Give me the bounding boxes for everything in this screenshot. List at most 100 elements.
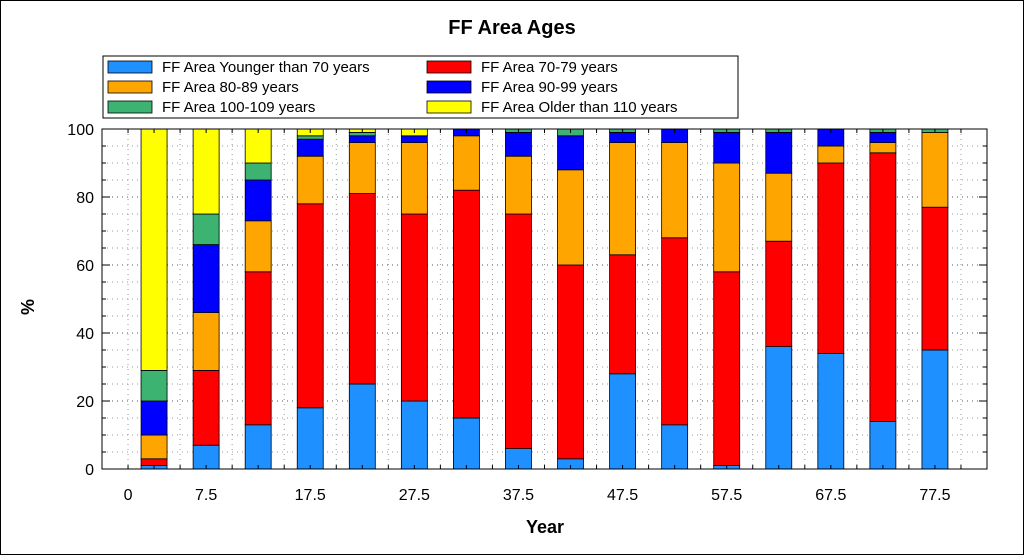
bar-stack bbox=[661, 128, 689, 470]
bar-segment bbox=[609, 142, 636, 256]
bar-stack bbox=[921, 128, 949, 470]
legend-label: FF Area 100-109 years bbox=[162, 99, 315, 116]
x-tick-label: 0 bbox=[124, 487, 133, 504]
bar-segment bbox=[244, 220, 272, 273]
bar-segment bbox=[400, 213, 428, 402]
bar-segment bbox=[453, 417, 480, 470]
bar-segment bbox=[505, 155, 532, 215]
bar-segment bbox=[296, 155, 324, 205]
legend-item: FF Area 90-99 years bbox=[426, 79, 618, 96]
bar-segment bbox=[192, 244, 220, 314]
bar-segment bbox=[557, 135, 584, 171]
bar-segment bbox=[192, 213, 220, 246]
legend-label: FF Area 70-79 years bbox=[481, 59, 618, 76]
legend-label: FF Area 80-89 years bbox=[162, 79, 299, 96]
bar-segment bbox=[869, 142, 897, 154]
bar-segment bbox=[765, 131, 793, 174]
y-tick-label: 40 bbox=[76, 326, 94, 343]
bar-segment bbox=[921, 349, 949, 470]
legend-label: FF Area Older than 110 years bbox=[481, 99, 678, 116]
x-axis-title: Year bbox=[526, 517, 564, 537]
bar-segment bbox=[609, 131, 636, 143]
legend-swatch bbox=[426, 100, 472, 114]
bar-segment bbox=[505, 213, 532, 450]
x-tick-label: 17.5 bbox=[295, 487, 326, 504]
bar-stack bbox=[140, 128, 168, 470]
bar-segment bbox=[765, 346, 793, 470]
bar-segment bbox=[713, 131, 741, 164]
legend-swatch bbox=[107, 60, 153, 74]
bar-segment bbox=[869, 131, 897, 143]
bar-segment bbox=[192, 128, 220, 215]
bar-segment bbox=[140, 128, 168, 371]
x-tick-label: 77.5 bbox=[919, 487, 950, 504]
bar-segment bbox=[296, 203, 324, 409]
bar-segment bbox=[140, 369, 168, 402]
x-tick-label: 57.5 bbox=[711, 487, 742, 504]
bar-stack bbox=[453, 128, 480, 470]
bar-segment bbox=[817, 162, 845, 354]
legend-item: FF Area 100-109 years bbox=[107, 99, 315, 116]
bar-segment bbox=[817, 145, 845, 164]
bar-segment bbox=[348, 193, 376, 385]
legend-box bbox=[102, 55, 739, 119]
bar-segment bbox=[400, 400, 428, 470]
bar-segment bbox=[453, 189, 480, 419]
bar-segment bbox=[400, 135, 428, 144]
y-tick-label: 60 bbox=[76, 258, 94, 275]
bar-segment bbox=[713, 162, 741, 273]
chart-title: FF Area Ages bbox=[448, 17, 575, 39]
bar-segment bbox=[244, 271, 272, 426]
bar-segment bbox=[296, 407, 324, 470]
bar-stack bbox=[296, 128, 324, 470]
x-tick-label: 27.5 bbox=[399, 487, 430, 504]
bar-stack bbox=[869, 128, 897, 470]
bar-segment bbox=[817, 352, 845, 470]
bar-segment bbox=[921, 206, 949, 351]
bar-segment bbox=[348, 142, 376, 195]
bar-segment bbox=[453, 135, 480, 191]
bar-segment bbox=[244, 162, 272, 181]
legend-swatch bbox=[107, 100, 153, 114]
legend-label: FF Area 90-99 years bbox=[481, 79, 618, 96]
legend-item: FF Area 80-89 years bbox=[107, 79, 299, 96]
bar-segment bbox=[348, 383, 376, 470]
bar-stack bbox=[713, 128, 741, 470]
bar-segment bbox=[400, 142, 428, 215]
bar-segment bbox=[661, 424, 689, 470]
bar-segment bbox=[192, 312, 220, 371]
bar-stack bbox=[192, 128, 220, 470]
bar-segment bbox=[296, 138, 324, 157]
bar-stack bbox=[557, 128, 584, 470]
bar-segment bbox=[765, 172, 793, 242]
y-tick-label: 100 bbox=[67, 122, 94, 139]
legend-swatch bbox=[107, 80, 153, 94]
y-tick-label: 0 bbox=[85, 462, 94, 479]
bar-stack bbox=[400, 128, 428, 470]
grid-lines bbox=[102, 128, 987, 469]
legend: FF Area Younger than 70 years FF Area 70-… bbox=[102, 55, 739, 119]
bar-segment bbox=[661, 237, 689, 426]
bar-segment bbox=[296, 135, 324, 140]
legend-label: FF Area Younger than 70 years bbox=[162, 59, 370, 76]
bars bbox=[140, 128, 949, 470]
bar-segment bbox=[244, 179, 272, 222]
bar-stack bbox=[609, 128, 636, 470]
y-tick-label: 80 bbox=[76, 190, 94, 207]
bar-segment bbox=[505, 131, 532, 157]
bar-segment bbox=[244, 128, 272, 164]
bar-segment bbox=[609, 373, 636, 470]
bar-segment bbox=[869, 420, 897, 470]
bar-segment bbox=[921, 131, 949, 208]
legend-swatch bbox=[426, 60, 472, 74]
x-tick-label: 47.5 bbox=[607, 487, 638, 504]
bar-stack bbox=[505, 128, 532, 470]
bar-segment bbox=[140, 458, 168, 466]
x-tick-label: 67.5 bbox=[815, 487, 846, 504]
bar-segment bbox=[661, 142, 689, 239]
legend-swatch bbox=[426, 80, 472, 94]
bar-segment bbox=[140, 434, 168, 460]
x-tick-label: 37.5 bbox=[503, 487, 534, 504]
legend-item: FF Area 70-79 years bbox=[426, 59, 618, 76]
